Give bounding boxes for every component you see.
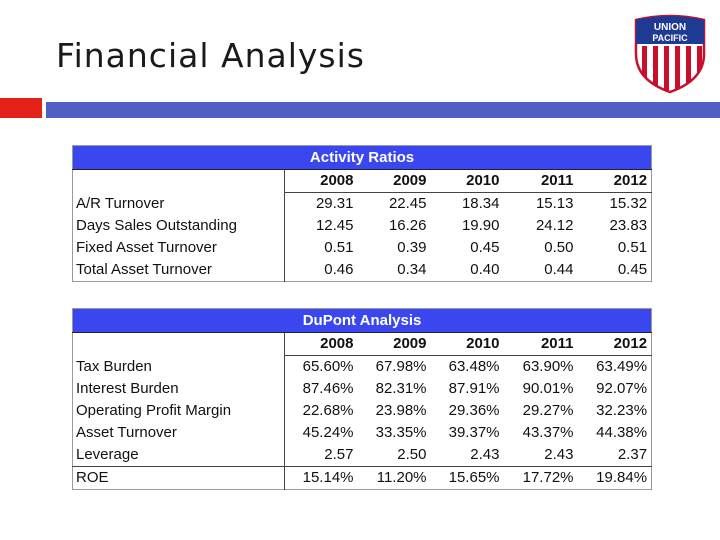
table-row: Asset Turnover 45.24% 33.35% 39.37% 43.3… (73, 422, 652, 444)
table-title-row: Activity Ratios (72, 145, 652, 170)
table-row: Tax Burden 65.60% 67.98% 63.48% 63.90% 6… (73, 355, 652, 378)
cell-value: 0.44 (544, 261, 574, 278)
year-header: 2009 (357, 332, 431, 356)
cell-value: 15.14% (284, 466, 358, 490)
cell-value: 0.51 (284, 237, 358, 259)
cell-value: 15.65% (430, 466, 504, 490)
year-header: 2008 (284, 169, 358, 193)
cell-value: 45.24% (284, 422, 358, 444)
accent-bar-blue (46, 102, 720, 118)
activity-table-title: Activity Ratios (72, 145, 652, 170)
slide-title: Financial Analysis (56, 36, 365, 75)
cell-value: 29.27% (522, 402, 574, 419)
dupont-table-title: DuPont Analysis (72, 308, 652, 333)
table-row: Operating Profit Margin 22.68% 23.98% 29… (73, 400, 652, 422)
cell-value: 2.43 (470, 446, 500, 463)
cell-value: 0.45 (470, 239, 500, 256)
cell-value: 33.35% (375, 424, 427, 441)
row-label: Asset Turnover (76, 424, 177, 441)
cell-value: 67.98% (375, 358, 427, 375)
cell-value: 39.37% (448, 424, 500, 441)
dupont-analysis-table: DuPont Analysis 2008 2009 2010 2011 2012… (72, 308, 653, 490)
cell-value: 17.72% (503, 466, 578, 490)
year-header: 2011 (503, 332, 578, 356)
table-row: A/R Turnover 29.31 22.45 18.34 15.13 15.… (73, 192, 652, 215)
year-header-row: 2008 2009 2010 2011 2012 (73, 169, 652, 193)
year-header: 2012 (577, 169, 652, 193)
cell-value: 2.37 (617, 446, 648, 463)
cell-value: 0.39 (397, 239, 427, 256)
table-row: Leverage 2.57 2.50 2.43 2.43 2.37 (73, 444, 652, 467)
cell-value: 19.84% (577, 466, 652, 490)
cell-value: 63.90% (522, 358, 574, 375)
cell-value: 23.83 (609, 217, 648, 234)
cell-value: 0.51 (617, 239, 648, 256)
row-label: Fixed Asset Turnover (76, 239, 217, 256)
year-header: 2008 (284, 332, 358, 356)
cell-value: 15.13 (535, 195, 574, 212)
row-label: ROE (72, 466, 285, 490)
cell-value: 23.98% (375, 402, 427, 419)
cell-value: 87.46% (284, 378, 358, 400)
cell-value: 22.45 (388, 195, 427, 212)
cell-value: 16.26 (388, 217, 427, 234)
cell-value: 63.48% (448, 358, 500, 375)
union-pacific-logo: UNION PACIFIC (634, 14, 706, 94)
year-header: 2010 (430, 169, 504, 193)
cell-value: 92.07% (596, 380, 648, 397)
cell-value: 19.90 (461, 217, 500, 234)
logo-text-line1: UNION (654, 22, 686, 33)
row-label: Leverage (76, 446, 139, 463)
row-label: Total Asset Turnover (76, 261, 212, 278)
cell-value: 18.34 (461, 195, 500, 212)
cell-value: 22.68% (284, 400, 358, 422)
accent-bar-red (0, 98, 42, 118)
cell-value: 11.20% (357, 466, 431, 490)
table-title-row: DuPont Analysis (72, 308, 652, 333)
cell-value: 15.32 (609, 195, 648, 212)
cell-value: 12.45 (284, 215, 358, 237)
table-row: Days Sales Outstanding 12.45 16.26 19.90… (73, 215, 652, 237)
cell-value: 65.60% (284, 355, 358, 378)
row-label: A/R Turnover (76, 194, 165, 212)
year-header-row: 2008 2009 2010 2011 2012 (73, 332, 652, 356)
cell-value: 82.31% (375, 380, 427, 397)
cell-value: 0.34 (397, 261, 427, 278)
table-row: Fixed Asset Turnover 0.51 0.39 0.45 0.50… (73, 237, 652, 259)
year-header: 2012 (577, 332, 652, 356)
cell-value: 24.12 (535, 217, 574, 234)
table-row: Total Asset Turnover 0.46 0.34 0.40 0.44… (73, 259, 652, 282)
cell-value: 32.23% (596, 402, 648, 419)
cell-value: 87.91% (448, 380, 500, 397)
cell-value: 44.38% (596, 424, 648, 441)
logo-text-line2: PACIFIC (652, 33, 688, 43)
cell-value: 63.49% (596, 358, 648, 375)
row-label: Interest Burden (76, 380, 179, 397)
cell-value: 2.43 (544, 446, 574, 463)
cell-value: 0.50 (544, 239, 574, 256)
header-blank-cell (73, 333, 285, 356)
table-row: Interest Burden 87.46% 82.31% 87.91% 90.… (73, 378, 652, 400)
row-label: Operating Profit Margin (76, 402, 232, 419)
table-row-total: ROE 15.14% 11.20% 15.65% 17.72% 19.84% (72, 466, 652, 490)
row-label: Tax Burden (76, 357, 152, 375)
year-header: 2009 (357, 169, 431, 193)
year-header: 2011 (503, 169, 578, 193)
cell-value: 2.50 (397, 446, 427, 463)
cell-value: 43.37% (522, 424, 574, 441)
activity-ratios-table: Activity Ratios 2008 2009 2010 2011 2012… (72, 145, 653, 282)
cell-value: 2.57 (284, 444, 358, 467)
cell-value: 29.31 (284, 192, 358, 215)
cell-value: 0.45 (617, 261, 648, 278)
cell-value: 29.36% (448, 402, 500, 419)
cell-value: 90.01% (522, 380, 574, 397)
row-label: Days Sales Outstanding (76, 217, 237, 234)
cell-value: 0.46 (284, 259, 358, 282)
header-blank-cell (73, 170, 285, 193)
year-header: 2010 (430, 332, 504, 356)
cell-value: 0.40 (470, 261, 500, 278)
